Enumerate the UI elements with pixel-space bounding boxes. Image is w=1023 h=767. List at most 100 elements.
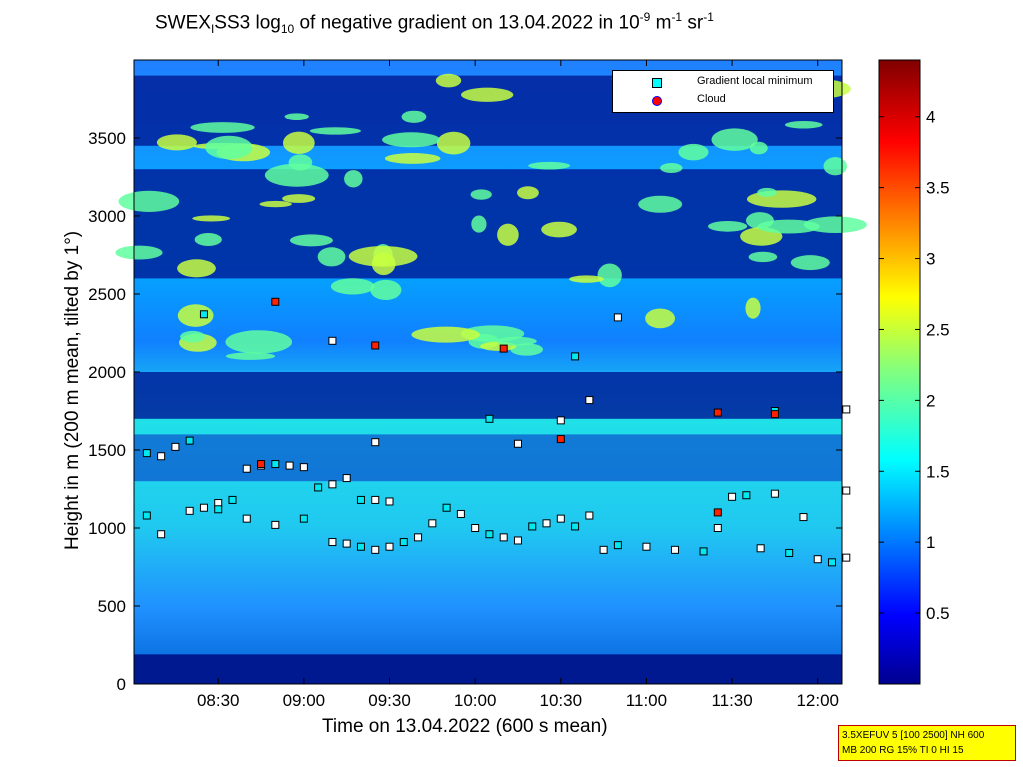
heatmap-patch: [510, 343, 544, 356]
gradient-minimum-marker: [214, 505, 223, 514]
heatmap-patch: [823, 157, 847, 176]
heatmap-patch: [115, 245, 163, 260]
gradient-minimum-marker: [328, 480, 337, 489]
heatmap-band: [134, 434, 842, 482]
heatmap-patch: [757, 219, 820, 234]
heatmap-patch: [678, 143, 709, 161]
gradient-minimum-marker: [271, 520, 280, 529]
heatmap-patch: [264, 163, 329, 187]
heatmap-patch: [225, 330, 293, 354]
heatmap-patch: [597, 263, 622, 288]
gradient-minimum-marker: [485, 414, 494, 423]
legend-item-cloud: Cloud: [613, 93, 831, 109]
heatmap-patch: [436, 131, 471, 155]
cloud-marker: [770, 410, 779, 419]
colorbar-tick-label: 2.5: [926, 320, 950, 339]
gradient-minimum-marker: [699, 547, 708, 556]
gradient-minimum-marker: [228, 495, 237, 504]
cloud-marker: [556, 435, 565, 444]
gradient-minimum-marker: [742, 491, 751, 500]
cloud-marker: [499, 344, 508, 353]
heatmap-patch: [177, 259, 216, 278]
heatmap-patch: [156, 134, 197, 151]
heatmap-patch: [118, 190, 180, 212]
heatmap-patch: [708, 220, 748, 232]
gradient-minimum-marker: [371, 545, 380, 554]
gradient-minimum-marker: [585, 511, 594, 520]
heatmap-patch: [348, 245, 418, 267]
heatmap-patch: [384, 153, 441, 164]
gradient-minimum-marker: [157, 530, 166, 539]
gradient-minimum-marker: [842, 553, 851, 562]
gradient-minimum-marker: [599, 545, 608, 554]
gradient-minimum-marker: [199, 503, 208, 512]
heatmap-patch: [660, 162, 683, 174]
gradient-minimum-marker: [828, 558, 837, 567]
gradient-minimum-marker: [770, 489, 779, 498]
heatmap-band: [134, 654, 842, 684]
legend-label: Gradient local minimum: [697, 75, 813, 87]
heatmap-patch: [541, 221, 577, 238]
gradient-minimum-marker: [713, 524, 722, 532]
gradient-minimum-marker: [613, 541, 622, 550]
x-tick-label: 11:00: [626, 691, 667, 710]
heatmap-patch: [569, 275, 604, 283]
heatmap-patch: [382, 132, 441, 148]
gradient-minimum-marker: [371, 438, 380, 447]
legend: Gradient local minimum Cloud: [612, 70, 834, 113]
heatmap-patch: [282, 194, 316, 203]
heatmap-band: [134, 372, 842, 419]
y-tick-label: 500: [98, 597, 126, 616]
x-tick-label: 11:30: [711, 691, 752, 710]
y-tick-label: 1000: [88, 519, 126, 538]
gradient-minimum-marker: [299, 463, 308, 472]
gradient-minimum-marker: [171, 442, 180, 451]
heatmap-patch: [289, 234, 333, 247]
circle-marker-icon: [652, 96, 662, 106]
gradient-minimum-marker: [356, 542, 365, 551]
x-tick-label: 10:00: [454, 691, 497, 710]
gradient-minimum-marker: [571, 522, 580, 531]
heatmap-patch: [344, 170, 363, 188]
x-tick-label: 12:00: [796, 691, 839, 710]
gradient-minimum-marker: [456, 509, 465, 518]
colorbar-tick-label: 4: [926, 108, 935, 127]
gradient-minimum-marker: [185, 436, 194, 445]
y-tick-label: 0: [117, 675, 126, 694]
gradient-minimum-marker: [556, 514, 565, 523]
cloud-marker: [713, 408, 722, 417]
gradient-minimum-marker: [342, 474, 351, 483]
y-axis-label: Height in m (200 m mean, tilted by 1°): [62, 230, 83, 550]
gradient-minimum-marker: [285, 461, 294, 470]
gradient-minimum-marker: [299, 514, 308, 523]
gradient-minimum-marker: [471, 524, 480, 532]
gradient-minimum-marker: [556, 416, 565, 425]
legend-item-gradient: Gradient local minimum: [613, 75, 831, 91]
heatmap-patch: [470, 189, 492, 200]
colorbar-tick-label: 2: [926, 391, 935, 410]
gradient-minimum-marker: [385, 497, 394, 506]
gradient-minimum-marker: [499, 533, 508, 542]
gradient-minimum-marker: [242, 464, 251, 473]
heatmap-patch: [803, 216, 867, 234]
heatmap-patch: [528, 161, 571, 170]
heatmap-patch: [284, 113, 309, 121]
x-tick-label: 08:30: [197, 691, 240, 710]
heatmap-patch: [282, 131, 315, 155]
gradient-minimum-marker: [571, 352, 580, 361]
gradient-minimum-marker: [642, 542, 651, 551]
gradient-minimum-marker: [199, 310, 208, 319]
gradient-minimum-marker: [728, 492, 737, 501]
heatmap-patch: [757, 187, 777, 197]
gradient-minimum-marker: [242, 514, 251, 523]
gradient-minimum-marker: [356, 495, 365, 504]
gradient-minimum-marker: [442, 503, 451, 512]
heatmap-patch: [435, 73, 462, 88]
gradient-minimum-marker: [328, 538, 337, 547]
heatmap-patch: [190, 122, 255, 133]
gradient-minimum-marker: [799, 513, 808, 522]
heatmap-area: [115, 60, 867, 684]
x-axis-label: Time on 13.04.2022 (600 s mean): [322, 716, 608, 737]
gradient-minimum-marker: [157, 452, 166, 461]
y-tick-label: 3500: [88, 129, 126, 148]
